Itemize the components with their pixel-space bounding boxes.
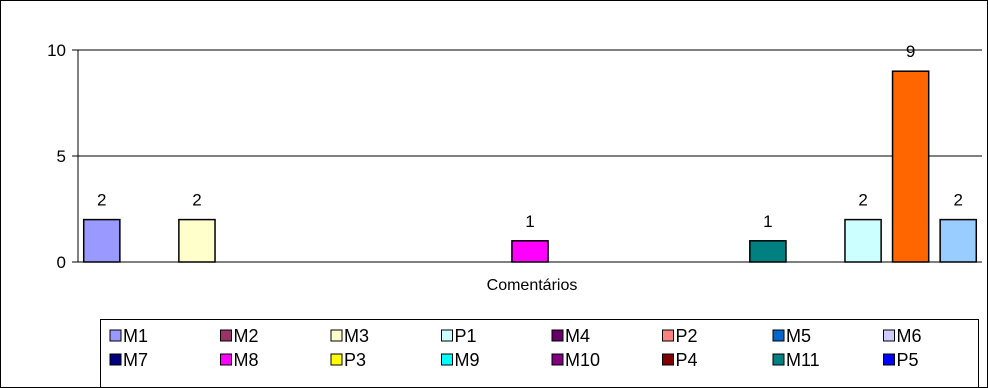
legend-label: M9 [455,350,480,370]
legend-swatch [109,329,122,342]
data-label: 2 [97,191,106,210]
data-label: 9 [906,42,915,61]
legend-swatch [772,353,785,366]
legend-swatch [883,329,895,342]
legend-swatch [109,353,122,366]
legend-label: M6 [897,326,922,346]
legend-label: M8 [234,350,259,370]
data-label: 2 [953,191,962,210]
legend-label: P3 [344,350,366,370]
legend-label: M3 [344,326,369,346]
legend-swatch [220,353,232,366]
legend-label: M10 [565,350,600,370]
legend-label: M7 [123,350,148,370]
plot-area: 0 5 10 2 2 1 1 2 9 2 [47,41,982,272]
data-label: 1 [763,212,772,231]
y-tick-label: 10 [47,41,66,60]
bar [891,70,930,263]
y-tick-label: 0 [57,253,66,272]
bar [82,218,121,263]
legend-swatch [662,329,674,342]
legend-swatch [330,353,343,366]
legend-swatch [441,353,453,366]
x-axis-label: Comentários [487,277,578,294]
legend-label: P4 [676,350,698,370]
legend-swatch [662,353,674,366]
legend-swatch [772,329,785,342]
data-label: 2 [858,191,867,210]
legend-label: M5 [786,326,811,346]
legend-label: M11 [786,350,820,370]
legend-swatch [330,329,343,342]
legend-swatch [220,329,232,342]
legend-swatch [551,329,564,342]
legend-label: P2 [676,326,698,346]
data-label: 1 [525,212,534,231]
legend-swatch [551,353,564,366]
legend: M1 M2 M3 P1 M4 P2 M5 M6 M7 M8 P3 M9 M10 P4 M11 P5 [100,319,979,388]
bar [749,240,787,263]
bar [939,218,978,263]
legend-label: P5 [897,350,919,370]
legend-label: M4 [565,326,590,346]
legend-border [100,319,979,388]
bar [844,218,882,263]
legend-label: M1 [123,326,148,346]
bar [178,218,216,263]
legend-swatch [441,329,453,342]
data-label: 2 [192,191,201,210]
legend-label: P1 [455,326,477,346]
legend-label: M2 [234,326,259,346]
legend-swatch [883,353,895,366]
bar [511,240,549,263]
y-tick-label: 5 [57,147,66,166]
